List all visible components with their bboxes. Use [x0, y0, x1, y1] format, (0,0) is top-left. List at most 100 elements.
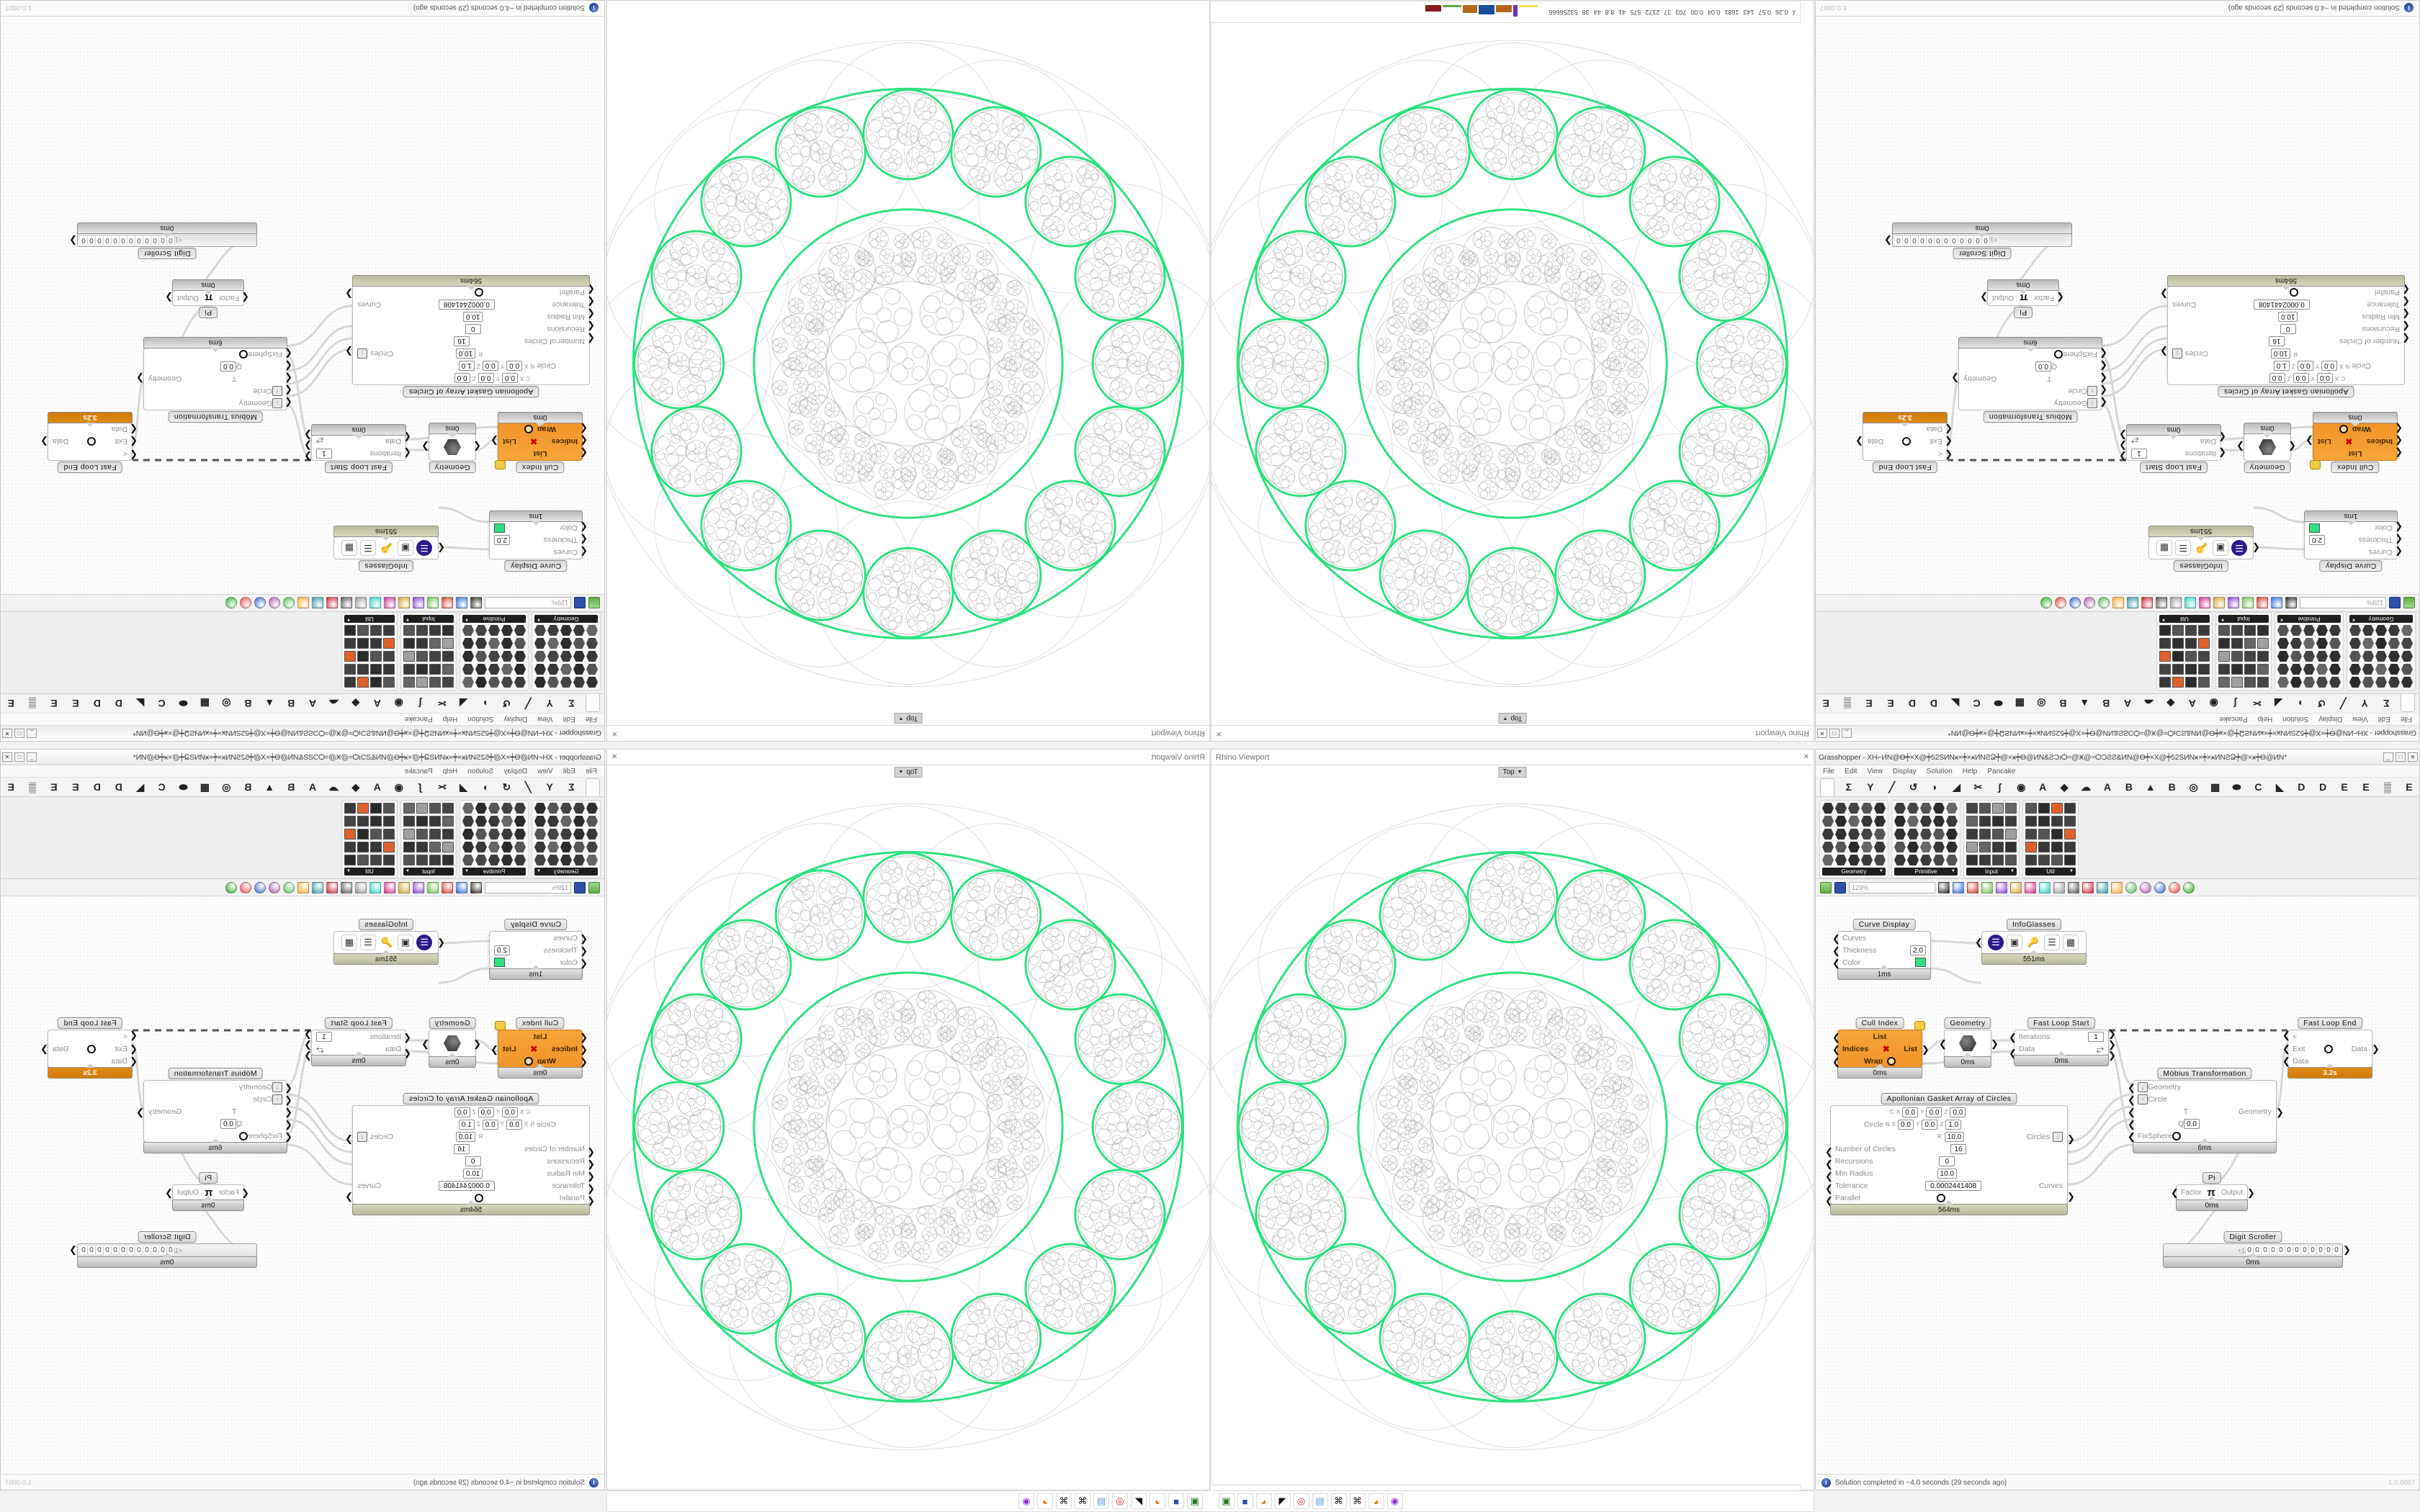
addon-d2-tab[interactable]: D [1905, 698, 1919, 709]
circles-down-arrow-icon[interactable]: ↓ [2053, 1131, 2063, 1142]
port-in-list[interactable]: ❮ [1832, 1032, 1840, 1043]
ribbon-component-icon[interactable] [1946, 816, 1958, 827]
window-controls[interactable]: _ □ ✕ [2, 729, 37, 738]
ribbon-component-icon[interactable] [547, 677, 559, 688]
node-info-glasses[interactable]: InfoGlasses ❮ ☰ ▣ 🔑 ☰ ▦ 551ms [333, 526, 445, 572]
zoom-fit-icon[interactable] [470, 881, 482, 894]
scroller-digit[interactable]: 0 [135, 1246, 143, 1254]
ribbon-component-icon[interactable] [501, 816, 513, 827]
ribbon-component-icon[interactable] [2303, 625, 2315, 636]
ribbon-group-label-input[interactable]: Input [2218, 615, 2269, 623]
ribbon-component-icon[interactable] [370, 829, 382, 840]
ribbon-component-icon[interactable] [403, 677, 415, 688]
tag-icon[interactable]: 🔑 [2025, 935, 2041, 950]
menu-display[interactable]: Display [503, 715, 528, 724]
port-in-mobius-fixsphere[interactable]: ❮ [284, 348, 292, 359]
port-in-lt[interactable]: ❮ [1945, 450, 1953, 461]
flag-icon[interactable]: ◤ [1274, 1493, 1291, 1509]
value-min-radius[interactable]: 10.0 [463, 1168, 483, 1179]
minimize-button[interactable]: _ [27, 729, 37, 738]
ribbon-component-icon[interactable] [2218, 677, 2230, 688]
port-in-color[interactable]: ❮ [580, 522, 588, 533]
gha-icon[interactable] [2010, 881, 2022, 894]
port-in-list[interactable]: ❮ [580, 448, 588, 459]
ribbon-component-icon[interactable] [357, 829, 369, 840]
addon-c-tab[interactable]: C [1970, 698, 1984, 709]
addon-d1-tab[interactable]: D [2294, 781, 2308, 793]
gha-icon[interactable] [2213, 597, 2225, 609]
ribbon-component-icon[interactable] [2401, 651, 2413, 662]
port-out-end-data[interactable]: ❯ [2372, 1043, 2380, 1054]
node-pi[interactable]: Pi ❮ ❯ Factor π Output 0ms [165, 279, 249, 318]
port-in-factor[interactable]: ❮ [241, 292, 249, 303]
sphere-blue-icon[interactable] [225, 881, 237, 894]
ribbon-group-util[interactable]: Util [2156, 612, 2213, 690]
addon-leaf-tab[interactable]: ◆ [349, 781, 363, 793]
scroller-digit[interactable]: 0 [151, 236, 159, 244]
viewport-canvas[interactable] [607, 1, 1209, 725]
ribbon-component-icon[interactable] [2303, 638, 2315, 649]
ribbon-group-label-input[interactable]: Input [403, 615, 454, 623]
ribbon-component-icon[interactable] [2277, 664, 2289, 675]
viewport-close-icon[interactable]: ✕ [611, 729, 618, 737]
scroller-digit[interactable]: 0 [2324, 1246, 2332, 1254]
ribbon-component-icon[interactable] [442, 664, 454, 675]
scroller-digit[interactable]: 0 [143, 1246, 151, 1254]
node-body-apollonian[interactable]: ❯ ❯ ❮ ❮ ❮ ❮ ❮ C X 0.0 Y 0.0 Z [345, 284, 595, 385]
value-nz[interactable]: 1.0 [458, 1119, 475, 1130]
menu-view[interactable]: View [1867, 767, 1883, 775]
ribbon-component-icon[interactable] [2401, 638, 2413, 649]
maximize-button[interactable]: □ [14, 752, 24, 762]
ribbon-component-icon[interactable] [357, 816, 369, 827]
ribbon-component-icon[interactable] [429, 842, 441, 852]
node-body-geometry[interactable]: ❮ ❯ [1939, 1030, 1999, 1057]
zoom-fit-icon[interactable] [2285, 597, 2297, 609]
search-icon[interactable] [2039, 881, 2051, 894]
ribbon-component-icon[interactable] [2231, 664, 2243, 675]
port-in-number[interactable]: ❮ [587, 1146, 595, 1157]
window-controls[interactable]: _ □ ✕ [2383, 752, 2418, 762]
fixsphere-toggle[interactable] [2054, 350, 2063, 359]
gha-icon[interactable] [398, 881, 410, 894]
viewport-view-selector[interactable]: Top ▼ [1498, 713, 1527, 724]
value-cz[interactable]: 0.0 [454, 373, 470, 384]
addon-owl-tab[interactable]: ◎ [2034, 698, 2048, 710]
ribbon-component-icon[interactable] [344, 677, 356, 688]
ribbon-component-icon[interactable] [2198, 664, 2210, 675]
circle-up-arrow-icon[interactable]: ↑ [272, 386, 282, 397]
ribbon-component-icon[interactable] [357, 625, 369, 636]
node-body-apollonian[interactable]: ❯ ❯ ❮ ❮ ❮ ❮ ❮ C X 0.0 Y 0.0 Z [2160, 284, 2410, 385]
sets-tab[interactable]: Υ [2357, 698, 2372, 709]
ribbon-component-icon[interactable] [370, 651, 382, 662]
ribbon-component-icon[interactable] [514, 829, 526, 840]
port-in-thickness[interactable]: ❮ [580, 945, 588, 956]
scroller-digit[interactable]: 0 [104, 1246, 112, 1254]
ribbon-component-icon[interactable] [1979, 855, 1991, 865]
addon-b2-tab[interactable]: B [2056, 698, 2070, 709]
ribbon-component-icon[interactable] [475, 625, 487, 636]
ribbon-component-icon[interactable] [2172, 677, 2184, 688]
node-body-curve-display[interactable]: ❮ ❮ ❮ Curves Thickness 2.0 Color [2304, 521, 2403, 559]
ribbon-component-icon[interactable] [2362, 638, 2374, 649]
ribbon-component-icon[interactable] [2303, 651, 2315, 662]
color-swatch[interactable] [494, 523, 505, 533]
at-icon[interactable] [413, 597, 424, 609]
ribbon-component-icon[interactable] [1822, 855, 1834, 865]
scroller-digit[interactable]: 0 [80, 236, 88, 244]
ribbon-component-icon[interactable] [1946, 842, 1958, 852]
menu-pancake[interactable]: Pancake [404, 767, 433, 775]
port-in-infoglasses[interactable]: ❮ [2252, 543, 2260, 554]
ribbon-group-label-geometry[interactable]: Geometry [2349, 615, 2413, 623]
ribbon-component-icon[interactable] [357, 651, 369, 662]
port-in-curves[interactable]: ❮ [1832, 933, 1840, 944]
balloon-icon[interactable] [2156, 597, 2167, 609]
ribbon-component-icon[interactable] [475, 677, 487, 688]
value-r[interactable]: 10.0 [2270, 348, 2291, 359]
ribbon-component-icon[interactable] [2159, 651, 2171, 662]
intersect-tab[interactable]: ✂ [1971, 781, 1985, 793]
addon-a1-tab[interactable]: A [370, 781, 385, 793]
green-app-icon[interactable]: ▣ [1186, 1493, 1203, 1509]
ribbon-component-icon[interactable] [1874, 855, 1886, 865]
menu-pancake[interactable]: Pancake [404, 715, 433, 724]
